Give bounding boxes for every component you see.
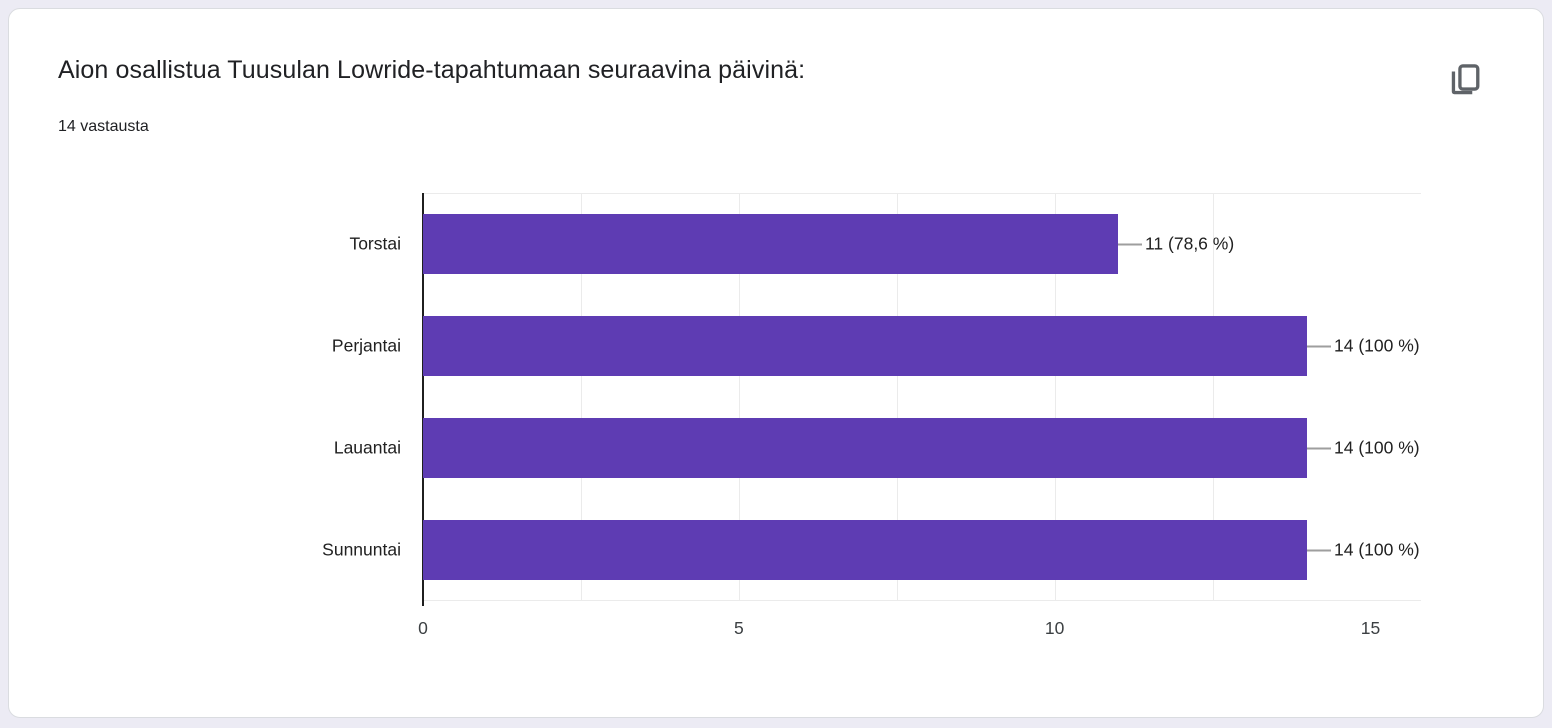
x-tick-label: 15 (1360, 618, 1381, 638)
gridline (739, 194, 740, 600)
copy-chart-button[interactable] (1439, 55, 1491, 107)
value-label: 14 (100 %) (1334, 335, 1420, 356)
bar-perjantai[interactable] (423, 316, 1307, 376)
value-annotation: 14 (100 %) (1307, 336, 1420, 357)
value-label: 14 (100 %) (1334, 539, 1420, 560)
category-label: Lauantai (333, 437, 401, 458)
gridline (1213, 194, 1214, 600)
value-annotation: 14 (100 %) (1307, 438, 1420, 459)
value-label: 14 (100 %) (1334, 437, 1420, 458)
gridline (1055, 194, 1056, 600)
category-label: Sunnuntai (322, 539, 401, 560)
annotation-connector (1118, 243, 1142, 245)
copy-icon (1444, 60, 1486, 102)
value-annotation: 14 (100 %) (1307, 540, 1420, 561)
bar-row-perjantai: Perjantai 14 (100 %) (9, 295, 1543, 397)
category-label: Torstai (349, 233, 401, 254)
x-tick-label: 5 (733, 618, 744, 638)
annotation-connector (1307, 345, 1331, 347)
y-axis-line (422, 193, 424, 606)
gridline (897, 194, 898, 600)
gridline (581, 194, 582, 600)
category-label: Perjantai (331, 335, 401, 356)
x-tick-label: 10 (1044, 618, 1065, 638)
plot-area (422, 193, 1421, 606)
question-title: Aion osallistua Tuusulan Lowride-tapahtu… (58, 56, 806, 84)
value-label: 11 (78,6 %) (1145, 233, 1235, 254)
bar-torstai[interactable] (423, 214, 1118, 274)
x-tick-label: 0 (418, 618, 428, 638)
bar-sunnuntai[interactable] (423, 520, 1307, 580)
annotation-connector (1307, 549, 1331, 551)
bar-chart: Torstai 11 (78,6 %) Perjantai 14 (100 %) Lau… (9, 9, 1543, 717)
bar-row-lauantai: Lauantai 14 (100 %) (9, 397, 1543, 499)
bar-lauantai[interactable] (423, 418, 1307, 478)
bar-row-torstai: Torstai 11 (78,6 %) (9, 193, 1543, 295)
bar-row-sunnuntai: Sunnuntai 14 (100 %) (9, 499, 1543, 601)
response-count: 14 vastausta (58, 118, 149, 135)
response-chart-card: Aion osallistua Tuusulan Lowride-tapahtu… (8, 8, 1544, 718)
value-annotation: 11 (78,6 %) (1118, 234, 1234, 255)
annotation-connector (1307, 447, 1331, 449)
